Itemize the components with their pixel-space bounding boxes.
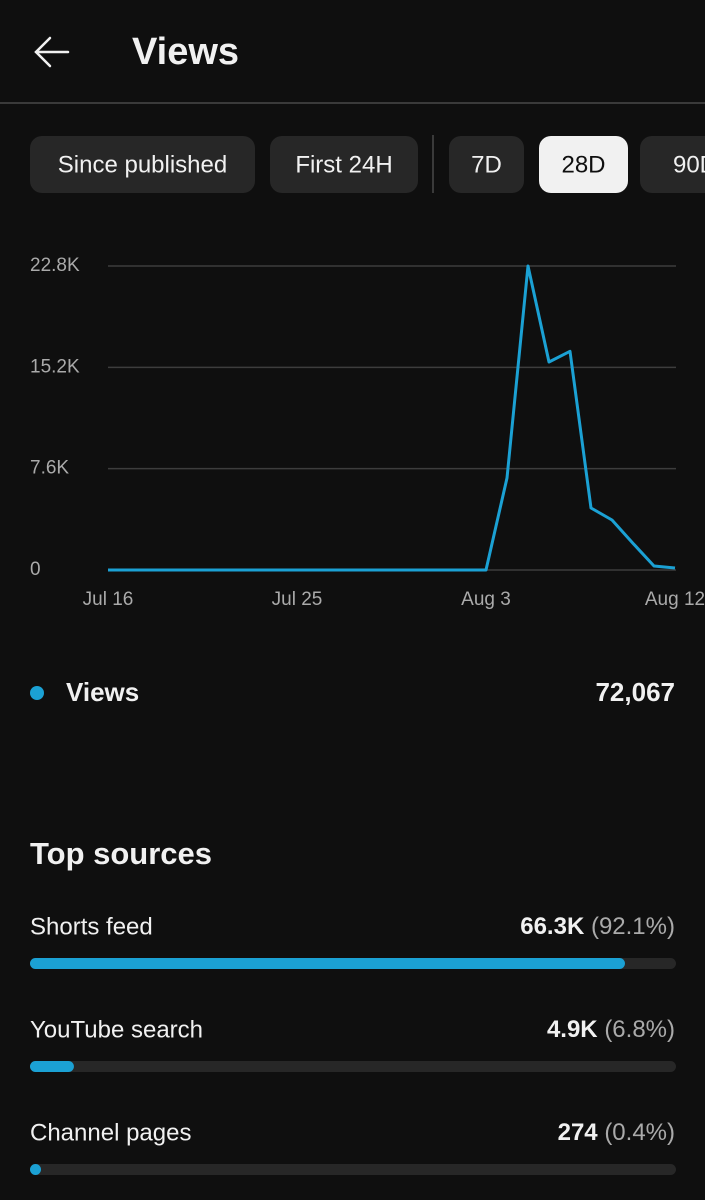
source-stats: 4.9K (6.8%) — [547, 1016, 675, 1043]
source-percent: (6.8%) — [604, 1016, 675, 1043]
source-name: YouTube search — [30, 1016, 203, 1043]
source-name: Channel pages — [30, 1119, 191, 1146]
x-tick-label: Aug 3 — [461, 589, 511, 610]
bar — [30, 1061, 74, 1072]
line — [108, 264, 676, 572]
tab-background — [270, 136, 418, 193]
tab-label: First 24H — [295, 151, 392, 178]
tab[interactable]: First 24H — [270, 136, 418, 193]
tab-label: 28D — [561, 151, 605, 178]
source-value: 274 — [558, 1119, 599, 1146]
bar-track — [30, 1164, 676, 1175]
total-value: 72,067 — [595, 677, 675, 707]
legend-label: Views — [66, 677, 139, 707]
tab[interactable]: Since published — [30, 136, 255, 193]
source-stats: 66.3K (92.1%) — [520, 913, 675, 940]
x-tick-label: Aug 12 — [645, 589, 705, 610]
source-row[interactable]: Shorts feed 66.3K (92.1%) — [30, 913, 676, 969]
arrow-head — [34, 36, 52, 68]
source-row[interactable]: Channel pages 274 (0.4%) — [30, 1119, 676, 1175]
y-tick-label: 7.6K — [30, 458, 69, 479]
y-tick-label: 22.8K — [30, 255, 80, 276]
source-value: 66.3K — [520, 913, 585, 940]
tab-label: 7D — [471, 151, 502, 178]
source-value: 4.9K — [547, 1016, 598, 1043]
back-button[interactable] — [34, 36, 70, 68]
bar — [30, 1164, 41, 1175]
tab-background — [640, 136, 705, 193]
source-percent: (92.1%) — [591, 913, 675, 940]
y-tick-label: 15.2K — [30, 356, 80, 377]
tab-background — [449, 136, 524, 193]
bar-track — [30, 1061, 676, 1072]
source-name: Shorts feed — [30, 913, 153, 940]
bar — [30, 958, 625, 969]
tab[interactable]: 28D — [539, 136, 628, 193]
tab-background — [30, 136, 255, 193]
x-tick-label: Jul 25 — [272, 589, 323, 610]
tab-label: 90D — [673, 151, 705, 178]
tab[interactable]: 7D — [449, 136, 524, 193]
section-title: Top sources — [30, 836, 212, 871]
legend-dot — [30, 686, 44, 700]
source-row[interactable]: YouTube search 4.9K (6.8%) — [30, 1016, 676, 1072]
x-tick-label: Jul 16 — [83, 589, 134, 610]
y-tick-label: 0 — [30, 559, 41, 580]
tab[interactable]: 90D — [640, 136, 705, 193]
page-title: Views — [132, 31, 239, 73]
source-stats: 274 (0.4%) — [558, 1119, 675, 1146]
tab-background — [539, 136, 628, 193]
tab-label: Since published — [58, 151, 227, 178]
source-percent: (0.4%) — [604, 1119, 675, 1146]
